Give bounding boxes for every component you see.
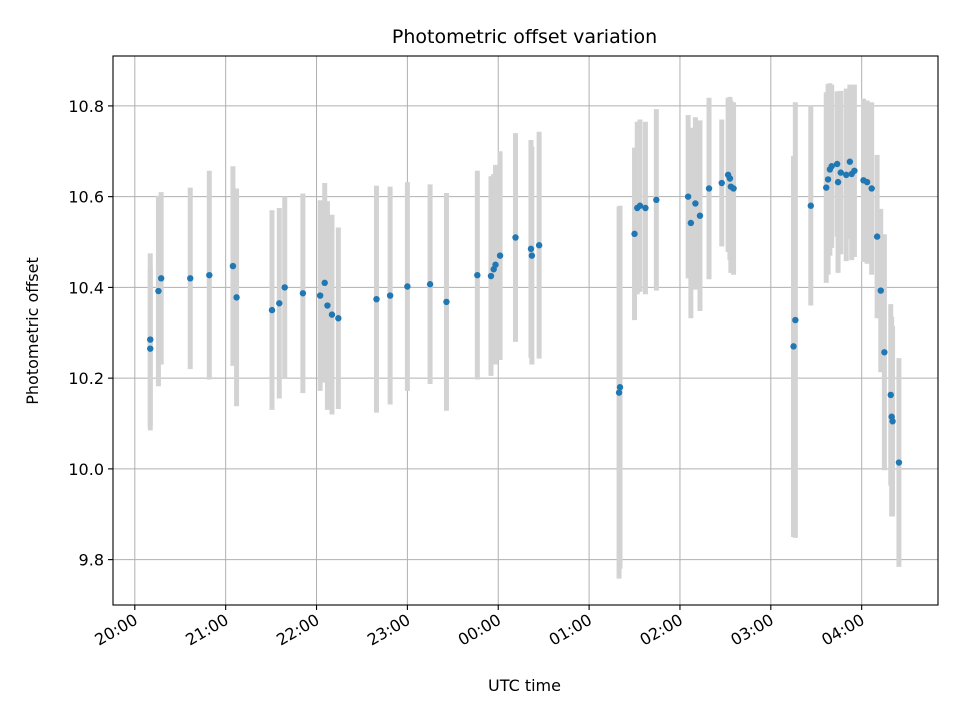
data-point bbox=[877, 287, 884, 294]
data-point bbox=[846, 158, 854, 165]
data-point bbox=[895, 459, 903, 466]
data-point bbox=[834, 178, 842, 186]
data-point bbox=[873, 233, 881, 240]
data-point bbox=[443, 298, 450, 306]
data-point bbox=[316, 292, 324, 299]
data-point bbox=[705, 185, 713, 192]
data-point bbox=[881, 349, 888, 356]
data-point bbox=[474, 271, 481, 279]
plot-frame bbox=[112, 55, 939, 606]
data-point bbox=[147, 336, 154, 343]
data-point bbox=[229, 262, 237, 270]
data-point bbox=[615, 389, 623, 396]
data-point bbox=[373, 295, 380, 303]
data-point bbox=[487, 272, 495, 280]
data-point bbox=[206, 271, 213, 279]
data-points bbox=[147, 158, 903, 466]
data-point bbox=[843, 171, 850, 179]
data-point bbox=[636, 202, 644, 209]
data-point bbox=[404, 283, 411, 290]
data-point bbox=[147, 345, 154, 352]
data-point bbox=[807, 202, 814, 209]
data-point bbox=[328, 311, 336, 318]
y-tick-label: 10.4 bbox=[68, 278, 104, 297]
data-point bbox=[496, 252, 504, 259]
data-point bbox=[837, 169, 844, 176]
data-point bbox=[276, 300, 283, 307]
y-tick-label: 10.0 bbox=[68, 460, 104, 479]
data-point bbox=[887, 391, 894, 399]
data-point bbox=[527, 245, 535, 253]
data-point bbox=[492, 261, 499, 268]
data-point bbox=[155, 287, 162, 295]
data-point bbox=[851, 167, 858, 174]
data-point bbox=[726, 175, 734, 182]
data-point bbox=[321, 279, 328, 287]
data-point bbox=[616, 384, 624, 391]
data-point bbox=[642, 204, 649, 212]
y-tick-label: 10.6 bbox=[68, 188, 104, 207]
data-point bbox=[426, 281, 434, 288]
data-point bbox=[528, 252, 536, 259]
data-point bbox=[512, 234, 519, 241]
data-point bbox=[824, 176, 832, 183]
data-point bbox=[792, 316, 799, 324]
data-point bbox=[631, 230, 638, 238]
y-axis-label: Photometric offset bbox=[23, 257, 42, 405]
data-point bbox=[823, 184, 830, 191]
data-point bbox=[718, 179, 725, 187]
data-point bbox=[187, 275, 194, 282]
y-tick-label: 9.8 bbox=[79, 551, 104, 570]
data-point bbox=[299, 290, 307, 297]
data-point bbox=[386, 292, 394, 299]
data-point bbox=[730, 185, 737, 192]
data-point bbox=[684, 193, 692, 200]
data-point bbox=[268, 306, 276, 314]
data-point bbox=[535, 242, 543, 249]
y-tick-label: 10.8 bbox=[68, 97, 104, 116]
data-point bbox=[833, 160, 841, 168]
data-point bbox=[335, 315, 342, 322]
x-axis-label: UTC time bbox=[488, 676, 561, 695]
data-point bbox=[692, 200, 699, 207]
data-point bbox=[281, 284, 288, 291]
chart-title: Photometric offset variation bbox=[392, 26, 657, 48]
data-point bbox=[889, 418, 896, 425]
data-point bbox=[696, 212, 704, 219]
data-point bbox=[863, 178, 871, 186]
data-point bbox=[157, 275, 165, 282]
data-point bbox=[790, 343, 797, 350]
y-tick-label: 10.2 bbox=[68, 369, 104, 388]
data-point bbox=[868, 185, 875, 192]
data-point bbox=[324, 302, 331, 309]
data-point bbox=[653, 196, 660, 204]
data-point bbox=[233, 294, 240, 301]
y-axis: 9.8 10.0 10.2 10.4 10.6 10.8 bbox=[68, 97, 113, 570]
data-point bbox=[687, 219, 695, 227]
data-point bbox=[828, 163, 835, 170]
